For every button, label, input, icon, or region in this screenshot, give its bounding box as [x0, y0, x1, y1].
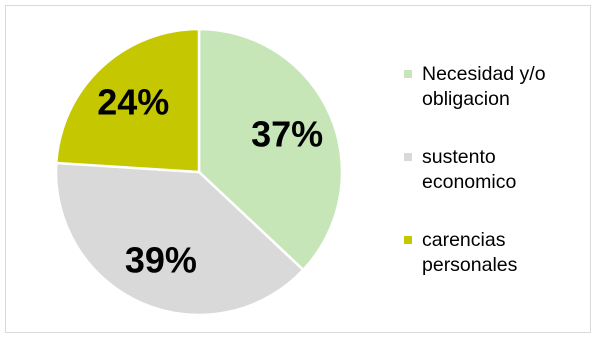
legend-swatch-necesidad [404, 70, 412, 78]
legend-item-necesidad: Necesidad y/o obligacion [404, 62, 594, 112]
legend-label-sustento: sustento economico [422, 146, 517, 193]
legend-item-sustento: sustento economico [404, 145, 594, 195]
pie-slices [54, 27, 344, 317]
legend-label-carencias: carencias personales [422, 229, 518, 276]
legend-label-necesidad: Necesidad y/o obligacion [422, 63, 546, 110]
legend-swatch-carencias [404, 236, 412, 244]
legend-item-carencias: carencias personales [404, 228, 594, 278]
legend: Necesidad y/o obligacion sustento econom… [404, 62, 594, 278]
slice-value-label-carencias: 24% [97, 82, 169, 123]
pie-slice-carencias [55, 27, 201, 174]
pie-slice-necesidad [197, 27, 344, 272]
legend-swatch-sustento [404, 153, 412, 161]
pie-value-labels: 37% 39% 24% [97, 82, 323, 281]
slice-value-label-sustento: 39% [125, 240, 197, 281]
slice-value-label-necesidad: 37% [251, 113, 323, 154]
pie-slice-sustento [54, 161, 305, 317]
